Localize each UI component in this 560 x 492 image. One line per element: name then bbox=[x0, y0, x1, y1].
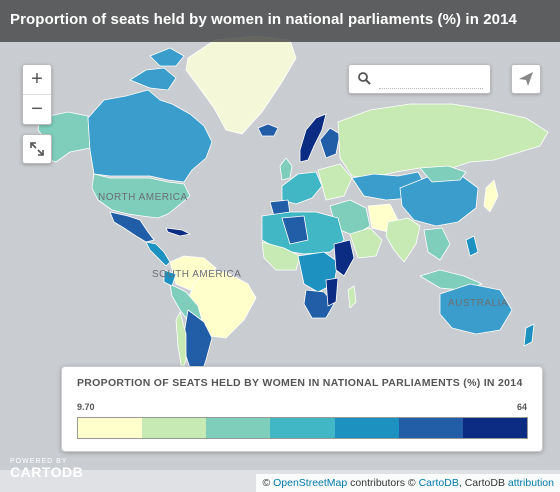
country-east-africa[interactable] bbox=[333, 239, 355, 277]
powered-by-text: POWERED BY bbox=[10, 458, 68, 465]
country-west-africa[interactable] bbox=[261, 241, 301, 271]
share-button[interactable] bbox=[511, 64, 541, 94]
cartodb-link[interactable]: CartoDB bbox=[418, 477, 459, 489]
attribution-copyright: © bbox=[262, 477, 274, 489]
country-iceland[interactable] bbox=[257, 123, 279, 137]
country-uk[interactable] bbox=[279, 157, 293, 181]
title-bar: Proportion of seats held by women in nat… bbox=[0, 0, 560, 42]
label-north-america: NORTH AMERICA bbox=[98, 192, 188, 203]
country-india[interactable] bbox=[385, 217, 421, 263]
legend-bin-5 bbox=[334, 418, 399, 438]
country-usa[interactable] bbox=[91, 173, 191, 219]
country-brazil[interactable] bbox=[187, 269, 257, 339]
search-input[interactable] bbox=[379, 70, 483, 89]
zoom-control: + − bbox=[22, 64, 52, 125]
country-madagascar[interactable] bbox=[347, 285, 357, 309]
legend-title: PROPORTION OF SEATS HELD BY WOMEN IN NAT… bbox=[77, 377, 523, 389]
attribution-separator: , CartoDB bbox=[458, 477, 508, 489]
share-icon bbox=[519, 72, 533, 86]
attribution-link[interactable]: attribution bbox=[507, 477, 554, 489]
country-mozambique[interactable] bbox=[325, 277, 339, 307]
zoom-in-button[interactable]: + bbox=[31, 68, 43, 90]
country-mexico[interactable] bbox=[109, 211, 155, 243]
label-south-america: SOUTH AMERICA bbox=[152, 269, 241, 280]
country-cuba[interactable] bbox=[165, 227, 191, 237]
country-new-zealand[interactable] bbox=[523, 323, 535, 347]
country-canada-islands[interactable] bbox=[129, 47, 185, 91]
legend-bin-6 bbox=[398, 418, 463, 438]
attribution: © OpenStreetMap contributors © CartoDB, … bbox=[256, 474, 560, 492]
country-southern-africa[interactable] bbox=[303, 289, 335, 319]
cartodb-logo[interactable]: POWERED BY CARTODB bbox=[10, 458, 83, 480]
search-box[interactable] bbox=[348, 64, 491, 94]
legend-bin-4 bbox=[270, 418, 335, 438]
country-philippines[interactable] bbox=[465, 235, 479, 257]
country-southeast-asia[interactable] bbox=[423, 227, 451, 261]
legend-bin-7 bbox=[462, 418, 527, 438]
country-scandinavia[interactable] bbox=[299, 113, 327, 163]
zoom-out-button[interactable]: − bbox=[23, 94, 51, 124]
country-algeria[interactable] bbox=[281, 215, 309, 245]
country-australia[interactable] bbox=[439, 283, 513, 335]
page-title: Proportion of seats held by women in nat… bbox=[10, 11, 517, 28]
legend-color-ramp bbox=[77, 417, 528, 439]
legend-bin-1 bbox=[78, 418, 143, 438]
legend-max-value: 64 bbox=[516, 402, 527, 412]
country-central-america[interactable] bbox=[145, 241, 171, 267]
country-japan[interactable] bbox=[483, 179, 499, 213]
fullscreen-icon bbox=[30, 142, 44, 156]
country-eastern-europe[interactable] bbox=[317, 163, 353, 201]
osm-link[interactable]: OpenStreetMap bbox=[273, 477, 348, 489]
country-ecuador[interactable] bbox=[163, 269, 177, 287]
country-finland[interactable] bbox=[319, 127, 341, 159]
country-mongolia[interactable] bbox=[419, 165, 467, 183]
fullscreen-button[interactable] bbox=[22, 134, 52, 164]
legend-bin-3 bbox=[206, 418, 271, 438]
legend: PROPORTION OF SEATS HELD BY WOMEN IN NAT… bbox=[61, 366, 543, 452]
attribution-contributors: contributors © bbox=[347, 477, 419, 489]
country-canada[interactable] bbox=[87, 89, 213, 183]
legend-min-value: 9.70 bbox=[77, 402, 95, 412]
cartodb-wordmark: CARTODB bbox=[10, 464, 84, 480]
legend-bin-2 bbox=[142, 418, 207, 438]
search-icon bbox=[358, 72, 371, 85]
country-saudi-arabia[interactable] bbox=[349, 227, 383, 259]
label-australia: AUSTRALIA bbox=[448, 298, 508, 309]
